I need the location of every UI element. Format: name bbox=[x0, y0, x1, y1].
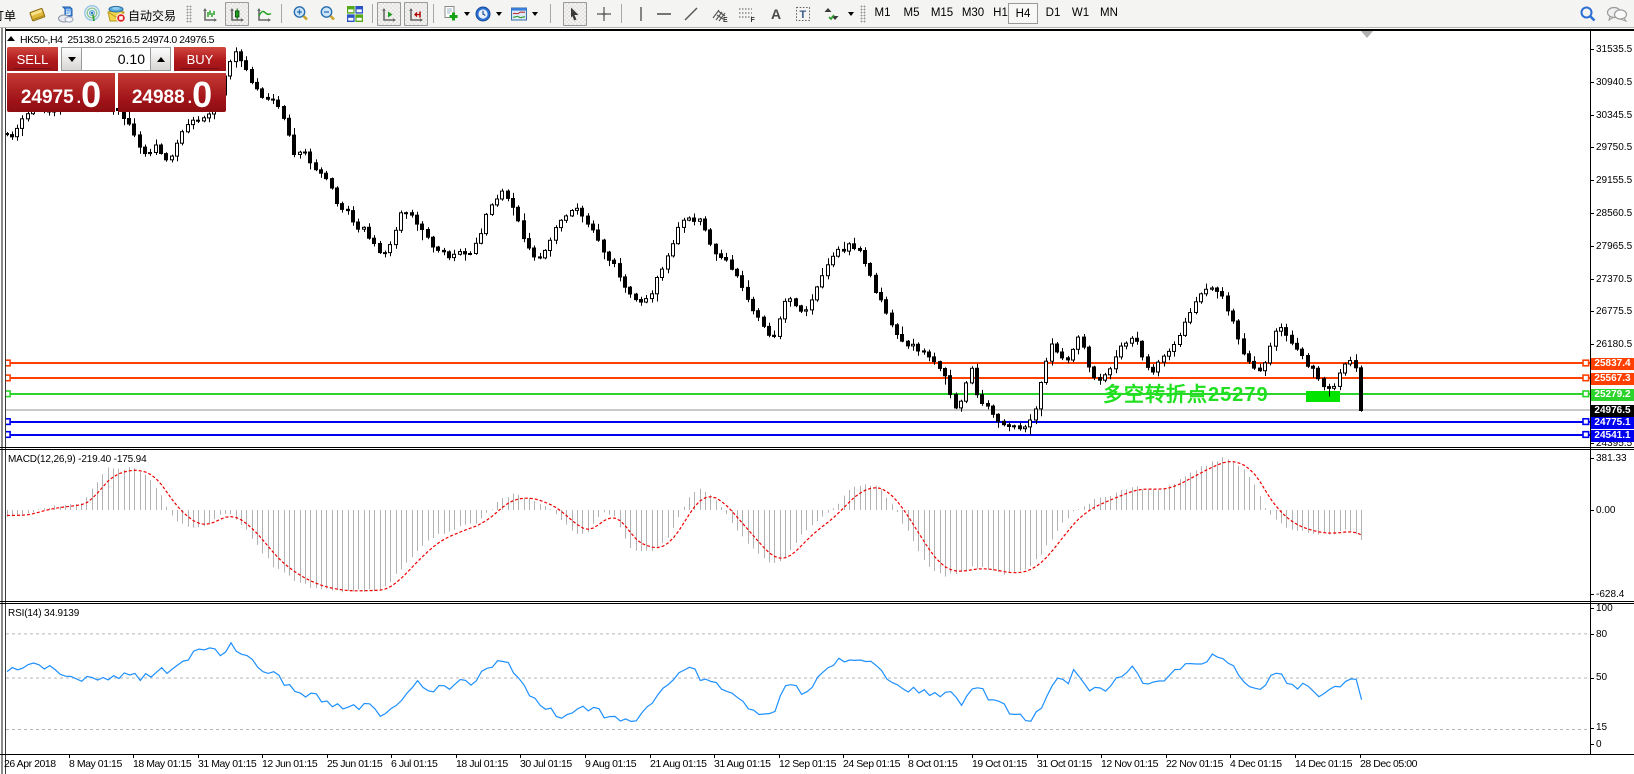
svg-text:T: T bbox=[800, 9, 807, 21]
svg-text:E: E bbox=[723, 17, 728, 23]
svg-text:F: F bbox=[751, 17, 756, 23]
